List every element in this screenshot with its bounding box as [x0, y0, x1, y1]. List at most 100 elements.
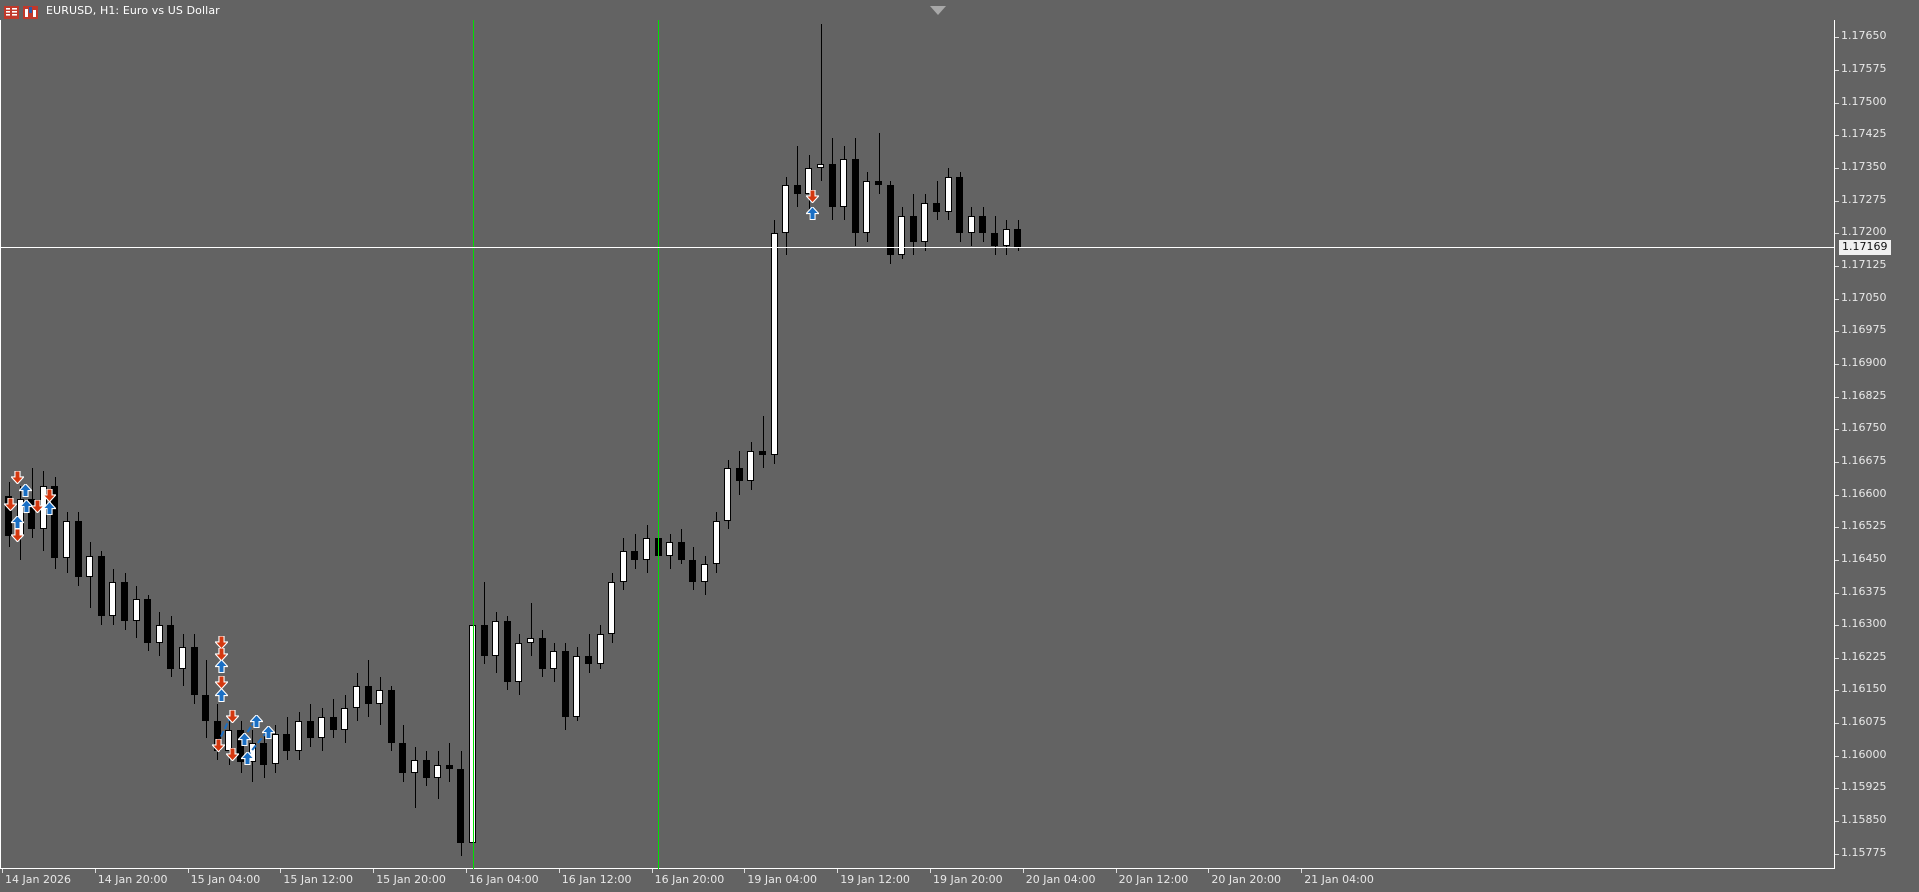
candlestick-body-bullish [156, 625, 163, 643]
candlestick-body-bearish [562, 651, 569, 717]
candlestick-body-bullish [782, 185, 789, 234]
price-tick-label: 1.16600 [1841, 486, 1887, 500]
candlestick-body-bullish [249, 742, 256, 763]
plot-left-border [0, 20, 1, 869]
price-axis-tick: 1.17050 [1835, 291, 1919, 304]
buy-arrow-icon[interactable] [241, 752, 254, 765]
candlestick-wick [415, 747, 416, 809]
candlestick-body-bullish [643, 538, 650, 560]
sell-arrow-icon[interactable] [11, 471, 24, 484]
price-tick-mark [1835, 363, 1839, 365]
time-tick-label: 20 Jan 20:00 [1211, 873, 1282, 886]
price-tick-mark [1835, 821, 1839, 823]
candlestick-body-bullish [63, 520, 70, 558]
price-tick-mark [1835, 461, 1839, 463]
candlestick-body-bearish [388, 690, 395, 743]
price-axis[interactable]: 1.17650 1.17575 1.17500 1.17425 1.17350 1.172… [1835, 20, 1919, 869]
candlestick-body-bearish [28, 498, 35, 530]
candlestick-body-bearish [1014, 228, 1021, 247]
candlestick-body-bullish [527, 638, 534, 643]
candlestick-wick [797, 146, 798, 208]
price-tick-mark [1835, 233, 1839, 235]
time-tick-mark [744, 869, 746, 873]
period-separator-line [658, 20, 659, 869]
data-window-icon[interactable] [4, 4, 19, 19]
buy-arrow-icon[interactable] [11, 516, 24, 529]
sell-arrow-icon[interactable] [11, 529, 24, 542]
sell-arrow-icon[interactable] [215, 676, 228, 689]
price-axis-tick: 1.15925 [1835, 780, 1919, 793]
buy-arrow-icon[interactable] [215, 660, 228, 673]
price-axis-tick: 1.16075 [1835, 715, 1919, 728]
current-price-label: 1.17169 [1839, 240, 1891, 255]
sell-arrow-icon[interactable] [215, 636, 228, 649]
plot-bottom-border [0, 868, 1835, 869]
chart-type-icon[interactable] [23, 4, 38, 19]
chart-top-marker [930, 0, 946, 19]
candlestick-wick [484, 581, 485, 665]
sell-arrow-icon[interactable] [806, 190, 819, 203]
period-separator-line [473, 20, 474, 869]
buy-arrow-icon[interactable] [19, 484, 32, 497]
sell-arrow-icon[interactable] [226, 748, 239, 761]
candlestick-body-bearish [678, 542, 685, 560]
candlestick-wick [879, 133, 880, 195]
price-tick-label: 1.16750 [1841, 421, 1887, 435]
sell-arrow-icon[interactable] [212, 739, 225, 752]
candlestick-wick [589, 633, 590, 674]
buy-arrow-icon[interactable] [238, 733, 251, 746]
candlestick-body-bullish [434, 764, 441, 778]
sell-arrow-icon[interactable] [215, 648, 228, 661]
price-tick-label: 1.17125 [1841, 257, 1887, 271]
candlestick-body-bullish [109, 581, 116, 617]
candlestick-body-bearish [98, 555, 105, 617]
price-tick-label: 1.15925 [1841, 780, 1887, 794]
price-tick-label: 1.17425 [1841, 127, 1887, 141]
sell-arrow-icon[interactable] [226, 710, 239, 723]
price-axis-tick: 1.17425 [1835, 127, 1919, 140]
buy-arrow-icon[interactable] [806, 207, 819, 220]
buy-arrow-icon[interactable] [262, 726, 275, 739]
buy-arrow-icon[interactable] [43, 502, 56, 515]
candlestick-body-bullish [295, 720, 302, 752]
price-axis-tick: 1.17275 [1835, 193, 1919, 206]
chart-title: EURUSD, H1: Euro vs US Dollar [46, 3, 220, 17]
price-tick-mark [1835, 168, 1839, 170]
price-axis-tick: 1.16375 [1835, 585, 1919, 598]
buy-arrow-icon[interactable] [250, 715, 263, 728]
candlestick-body-bearish [423, 760, 430, 778]
candlestick-body-bearish [330, 716, 337, 730]
price-tick-mark [1835, 755, 1839, 757]
price-tick-mark [1835, 853, 1839, 855]
price-tick-label: 1.16975 [1841, 323, 1887, 337]
price-axis-tick: 1.16000 [1835, 748, 1919, 761]
candlestick-body-bearish [202, 694, 209, 721]
price-tick-mark [1835, 429, 1839, 431]
buy-arrow-icon[interactable] [215, 689, 228, 702]
price-tick-mark [1835, 625, 1839, 627]
candlestick-wick [531, 603, 532, 656]
sell-arrow-icon[interactable] [43, 489, 56, 502]
candlestick-body-bearish [794, 185, 801, 195]
price-tick-label: 1.17650 [1841, 29, 1887, 43]
time-axis[interactable]: 14 Jan 2026 14 Jan 20:00 15 Jan 04:00 15 Ja… [0, 869, 1919, 892]
chart-plot-area[interactable] [1, 20, 1834, 869]
sell-arrow-icon[interactable] [4, 498, 17, 511]
price-tick-mark [1835, 494, 1839, 496]
time-tick-label: 15 Jan 12:00 [283, 873, 354, 886]
candlestick-body-bullish [179, 646, 186, 669]
time-tick-label: 20 Jan 04:00 [1025, 873, 1096, 886]
candlestick-body-bearish [852, 159, 859, 234]
price-tick-label: 1.16075 [1841, 715, 1887, 729]
time-tick-label: 20 Jan 12:00 [1118, 873, 1189, 886]
price-tick-label: 1.16675 [1841, 453, 1887, 467]
price-tick-mark [1835, 396, 1839, 398]
candlestick-body-bullish [666, 542, 673, 556]
time-tick-mark [2, 869, 3, 873]
time-tick-mark [280, 869, 282, 873]
price-tick-label: 1.15775 [1841, 845, 1887, 859]
candlestick-body-bearish [910, 215, 917, 243]
price-tick-mark [1835, 135, 1839, 137]
sell-arrow-icon[interactable] [31, 500, 44, 513]
